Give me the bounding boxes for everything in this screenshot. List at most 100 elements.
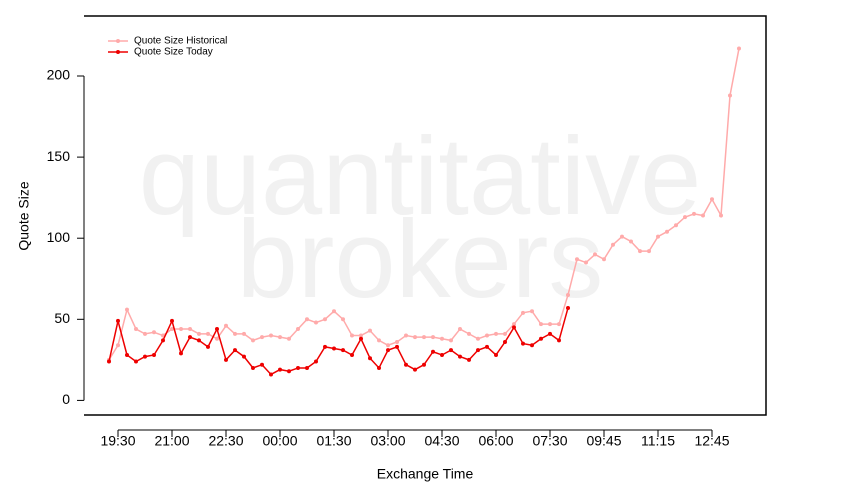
- point: [206, 344, 210, 349]
- point: [269, 372, 273, 377]
- point: [143, 331, 147, 336]
- point: [233, 331, 237, 336]
- point: [134, 327, 138, 332]
- point: [494, 331, 498, 336]
- point: [404, 362, 408, 367]
- point: [701, 213, 705, 218]
- point: [215, 336, 219, 341]
- point: [593, 252, 597, 257]
- point: [395, 344, 399, 349]
- point: [566, 292, 570, 297]
- point: [332, 309, 336, 314]
- point: [413, 367, 417, 372]
- legend-marker: [116, 39, 120, 43]
- x-tick-label: 11:15: [641, 433, 675, 449]
- point: [368, 356, 372, 361]
- point: [602, 257, 606, 262]
- point: [386, 348, 390, 353]
- point: [251, 338, 255, 343]
- point: [440, 336, 444, 341]
- point: [152, 330, 156, 335]
- y-tick-label: 150: [47, 148, 71, 164]
- point: [548, 322, 552, 327]
- point: [377, 338, 381, 343]
- x-tick-label: 19:30: [100, 433, 135, 449]
- point: [494, 352, 498, 357]
- point: [674, 223, 678, 228]
- legend-label: Quote Size Historical: [134, 36, 227, 47]
- point: [548, 331, 552, 336]
- y-tick-label: 200: [47, 67, 71, 83]
- y-axis-label: Quote Size: [16, 181, 32, 250]
- point: [188, 335, 192, 340]
- point: [476, 348, 480, 353]
- point: [161, 338, 165, 343]
- x-tick-label: 22:30: [208, 433, 243, 449]
- point: [584, 260, 588, 265]
- point: [404, 333, 408, 338]
- point: [242, 354, 246, 359]
- legend-label: Quote Size Today: [134, 47, 213, 58]
- y-tick-label: 50: [54, 310, 70, 326]
- point: [485, 333, 489, 338]
- point: [278, 367, 282, 372]
- point: [575, 257, 579, 262]
- point: [341, 348, 345, 353]
- point: [386, 343, 390, 348]
- point: [143, 354, 147, 359]
- point: [260, 362, 264, 367]
- point: [710, 197, 714, 202]
- point: [665, 229, 669, 234]
- point: [107, 359, 111, 364]
- point: [323, 344, 327, 349]
- point: [368, 328, 372, 333]
- point: [269, 333, 273, 338]
- x-tick-label: 01:30: [316, 433, 351, 449]
- point: [260, 335, 264, 340]
- x-tick-label: 07:30: [532, 433, 567, 449]
- point: [728, 93, 732, 98]
- x-tick-label: 00:00: [262, 433, 297, 449]
- point: [557, 322, 561, 327]
- series-line: [108, 307, 569, 376]
- point: [692, 211, 696, 216]
- point: [197, 338, 201, 343]
- legend-marker: [116, 50, 120, 54]
- point: [512, 322, 516, 327]
- watermark: brokers: [237, 198, 604, 321]
- point: [377, 365, 381, 370]
- point: [296, 327, 300, 332]
- point: [116, 318, 120, 323]
- point: [305, 365, 309, 370]
- point: [359, 336, 363, 341]
- point: [656, 234, 660, 239]
- point: [737, 46, 741, 51]
- point: [458, 327, 462, 332]
- point: [359, 333, 363, 338]
- point: [206, 331, 210, 336]
- x-tick-label: 09:45: [586, 433, 621, 449]
- point: [323, 317, 327, 322]
- watermark: quantitative: [139, 115, 702, 238]
- point: [134, 359, 138, 364]
- point: [458, 354, 462, 359]
- point: [530, 309, 534, 314]
- point: [476, 336, 480, 341]
- point: [431, 349, 435, 354]
- point: [449, 338, 453, 343]
- point: [530, 343, 534, 348]
- plot-frame: [84, 15, 767, 416]
- point: [278, 335, 282, 340]
- x-tick-label: 03:00: [370, 433, 405, 449]
- point: [305, 317, 309, 322]
- point: [341, 317, 345, 322]
- point: [314, 359, 318, 364]
- x-tick-label: 21:00: [154, 433, 189, 449]
- point: [413, 335, 417, 340]
- point: [233, 348, 237, 353]
- point: [188, 327, 192, 332]
- point: [350, 333, 354, 338]
- point: [431, 335, 435, 340]
- point: [440, 352, 444, 357]
- point: [395, 340, 399, 345]
